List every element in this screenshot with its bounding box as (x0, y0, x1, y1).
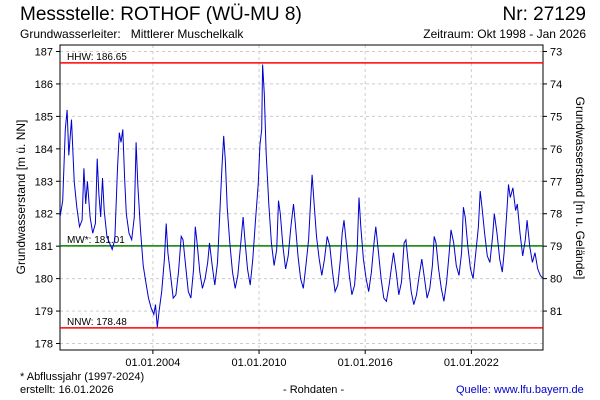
y-tick-label: 182 (35, 209, 53, 221)
y-tick-label: 179 (35, 306, 53, 318)
aquifer-info: Grundwasserleiter: Mittlerer Muschelkalk (20, 27, 243, 41)
y-tick-label: 187 (35, 46, 53, 58)
y-tick-label: 184 (35, 144, 53, 156)
reference-lines: HHW: 186.65 MW*: 181.01 NNW: 178.48 (60, 52, 543, 329)
period-info: Zeitraum: Okt 1998 - Jan 2026 (423, 27, 586, 41)
x-tick-label: 01.01.2010 (232, 357, 287, 369)
reference-line-label: NNW: 178.48 (67, 317, 127, 328)
x-tick-label: 01.01.2004 (125, 357, 180, 369)
y2-tick-label: 73 (550, 46, 562, 58)
footer-note: * Abflussjahr (1997-2024) (20, 371, 145, 383)
page-title: Messstelle: ROTHOF (WÜ-MU 8) (20, 4, 302, 25)
y-axis-right-ticks: 73 74 75 76 77 78 79 80 81 (543, 46, 562, 318)
footer-created: erstellt: 16.01.2026 (20, 384, 114, 396)
y2-tick-label: 81 (550, 306, 562, 318)
aquifer-label: Grundwasserleiter: (20, 27, 121, 41)
y-tick-label: 178 (35, 339, 53, 351)
y2-tick-label: 77 (550, 176, 562, 188)
reference-line-label: MW*: 181.01 (67, 235, 125, 246)
y-tick-label: 185 (35, 111, 53, 123)
y2-tick-label: 78 (550, 209, 562, 221)
footer-raw-data: - Rohdaten - (283, 384, 345, 396)
aquifer-value: Mittlerer Muschelkalk (130, 27, 244, 41)
y2-tick-label: 80 (550, 274, 562, 286)
y-tick-label: 180 (35, 274, 53, 286)
y2-tick-label: 76 (550, 144, 562, 156)
x-axis-ticks: 01.01.2004 01.01.2010 01.01.2016 01.01.2022 (125, 350, 499, 369)
x-tick-label: 01.01.2022 (444, 357, 499, 369)
y2-tick-label: 79 (550, 241, 562, 253)
groundwater-series-line (59, 64, 544, 328)
y2-tick-label: 74 (550, 79, 562, 91)
y-axis-left-ticks: 178 179 180 181 182 183 184 185 186 187 (35, 46, 60, 351)
station-number: Nr: 27129 (502, 4, 586, 25)
y-tick-label: 181 (35, 241, 53, 253)
footer-source-link[interactable]: Quelle: www.lfu.bayern.de (456, 384, 584, 396)
chart-grid (60, 45, 543, 350)
x-tick-label: 01.01.2016 (338, 357, 393, 369)
reference-line-label: HHW: 186.65 (67, 52, 127, 63)
y-axis-right-label: Grundwasserstand [m u. Gelände] (573, 97, 587, 280)
plot-frame (59, 44, 544, 351)
y2-tick-label: 75 (550, 111, 562, 123)
y-axis-left-label: Grundwasserstand [m ü. NN] (14, 120, 28, 275)
y-tick-label: 183 (35, 176, 53, 188)
y-tick-label: 186 (35, 79, 53, 91)
